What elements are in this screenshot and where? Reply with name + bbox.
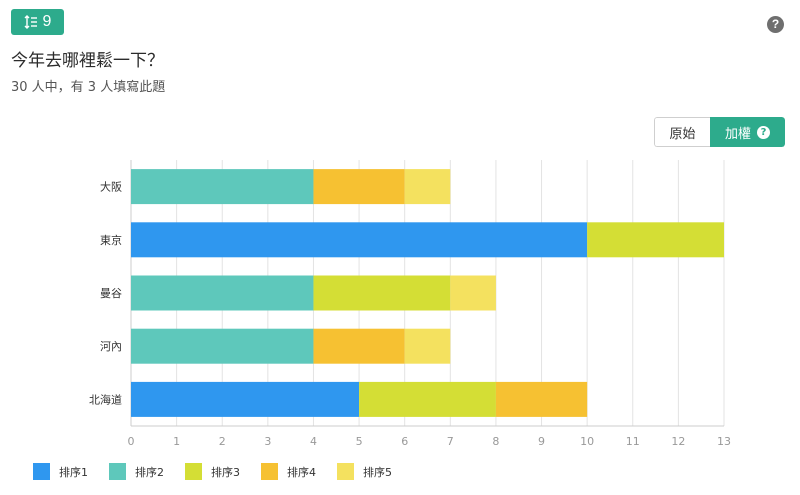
legend-item[interactable]: 排序2 [109,463,185,480]
legend-item[interactable]: 排序5 [337,463,413,480]
bar-segment [359,381,496,417]
x-tick-label: 10 [580,435,594,448]
x-tick-label: 1 [173,435,180,448]
x-tick-label: 3 [264,435,271,448]
category-label: 河內 [100,340,122,353]
x-tick-label: 2 [219,435,226,448]
raw-button-label: 原始 [669,126,696,142]
bar-segment [131,222,588,258]
x-tick-label: 7 [447,435,454,448]
legend-swatch [261,463,278,480]
legend-item[interactable]: 排序1 [33,463,109,480]
sort-order-icon [24,15,37,29]
legend-item[interactable]: 排序3 [185,463,261,480]
category-label: 大阪 [100,180,122,194]
x-tick-label: 0 [128,435,135,448]
category-label: 曼谷 [100,287,122,300]
bar-segment [495,381,588,417]
bar-segment [313,169,405,205]
category-label: 北海道 [89,392,122,406]
bar-segment [131,381,360,417]
legend-label: 排序2 [135,465,164,479]
legend-swatch [109,463,126,480]
weighted-button-label: 加權 [724,126,751,142]
x-tick-label: 11 [626,435,640,448]
question-number-badge: 9 [11,9,64,35]
bar-segment [131,169,314,205]
weighted-help-icon[interactable]: ? [757,125,770,139]
raw-button[interactable]: 原始 [654,117,710,147]
bar-segment [587,222,724,258]
legend-label: 排序3 [211,465,240,479]
legend-swatch [33,463,50,480]
response-summary: 30 人中，有 3 人填寫此題 [11,80,166,95]
x-tick-label: 9 [538,435,545,448]
bar-segment [131,328,314,364]
legend-label: 排序4 [287,465,316,479]
bar-segment [313,275,451,311]
weighted-button[interactable]: 加權 ? [710,117,785,147]
bar-segment [404,328,451,364]
bar-segment [450,275,496,311]
bar-segment [313,328,405,364]
chart-legend: 排序1 排序2 排序3 排序4 排序5 [33,463,413,480]
x-tick-label: 13 [717,435,731,448]
x-tick-label: 4 [310,435,317,448]
bar-segment [131,275,314,311]
x-tick-label: 12 [671,435,685,448]
x-tick-label: 6 [401,435,408,448]
raw-weighted-toggle: 原始 加權 ? [654,117,785,147]
legend-label: 排序1 [59,465,88,479]
legend-label: 排序5 [363,465,392,479]
question-number: 9 [42,13,52,30]
legend-swatch [185,463,202,480]
bar-segment [404,169,451,205]
question-title: 今年去哪裡鬆一下？ [11,51,164,71]
category-label: 東京 [100,233,122,247]
x-tick-label: 8 [492,435,499,448]
x-tick-label: 5 [356,435,363,448]
question-circle-icon[interactable]: ? [767,16,784,33]
legend-item[interactable]: 排序4 [261,463,337,480]
legend-swatch [337,463,354,480]
